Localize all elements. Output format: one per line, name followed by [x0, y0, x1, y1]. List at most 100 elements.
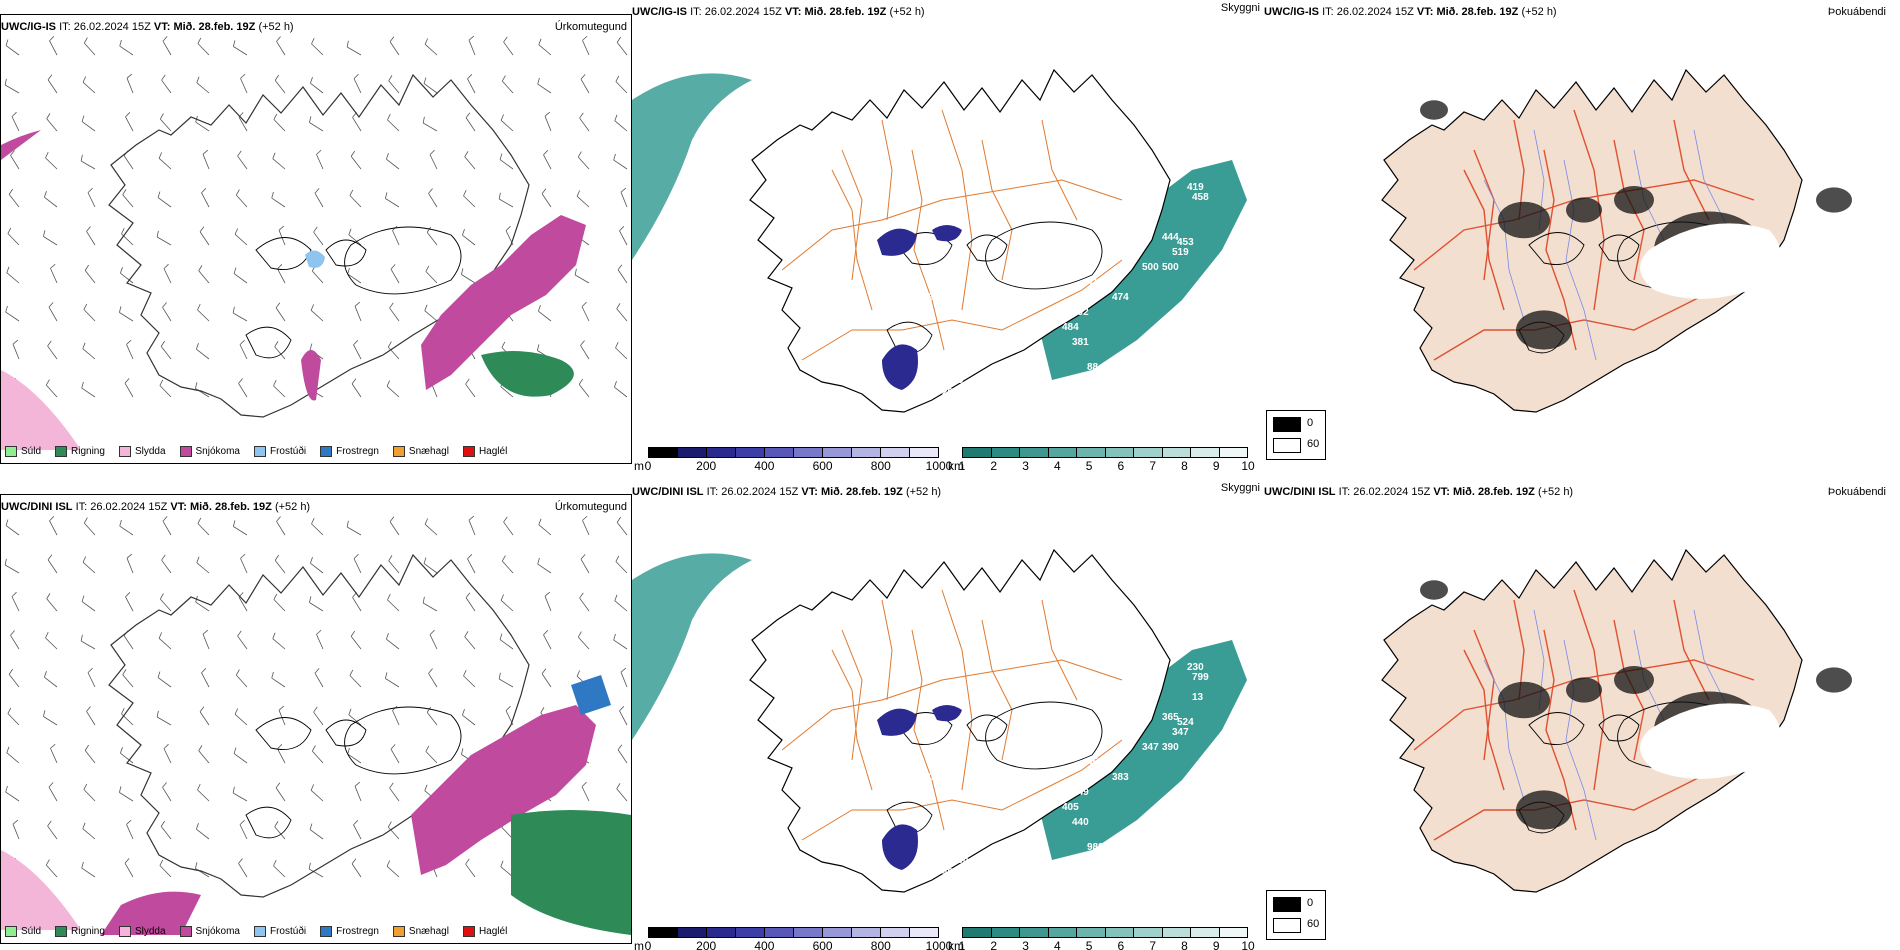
wind-barb [233, 40, 248, 56]
wind-barb [83, 303, 96, 322]
panel-title: UWC/IG-IS IT: 26.02.2024 15Z VT: Mið. 28… [1264, 6, 1557, 18]
wind-barb [346, 520, 362, 536]
wind-barb [350, 630, 362, 650]
wind-barb [390, 264, 400, 284]
fog-area [1566, 197, 1602, 223]
wind-barb [126, 819, 134, 840]
wind-barb [238, 378, 248, 398]
colorbar-tick: 5 [1085, 939, 1093, 950]
height-label: 400 [942, 867, 959, 878]
wind-barb [500, 594, 514, 612]
wind-barb [8, 188, 20, 208]
legend-label: Haglél [478, 926, 508, 937]
height-label: 449 [1072, 787, 1089, 798]
wind-barb [275, 782, 286, 802]
wind-barb [84, 744, 96, 764]
height-label: 453 [1177, 237, 1194, 248]
wind-barb [387, 341, 400, 360]
wind-barb [582, 35, 590, 56]
road-line [841, 149, 863, 281]
colorbar-step [963, 928, 992, 937]
road-line [1041, 599, 1078, 701]
wind-barb [160, 340, 172, 360]
panel-right-title: Skyggni [1220, 2, 1260, 14]
wind-barb [83, 37, 96, 56]
colorbar-step [1105, 928, 1134, 937]
height-label: 120 [862, 412, 879, 423]
river-line [1483, 179, 1525, 321]
wind-barb [503, 36, 514, 56]
wind-barb [422, 116, 438, 132]
wind-barb [271, 191, 286, 208]
wind-barb [198, 265, 210, 284]
colorbar-tick: 3 [1022, 459, 1029, 470]
colorbar-step [707, 448, 736, 457]
colorbar-visibility: km 1 2 3 4 5 6 7 8 9 10 [948, 428, 1255, 470]
legend-item-rigning: Rigning [55, 446, 105, 457]
colorbar-tick: 0 [644, 459, 652, 470]
fog-legend-label-0: 0 [1307, 897, 1314, 909]
wind-barb [120, 747, 134, 764]
wind-barb [7, 707, 20, 726]
wind-barb [385, 192, 400, 208]
height-label: 383 [1112, 772, 1129, 783]
legend-swatch [253, 926, 266, 937]
fog-area [1420, 580, 1448, 600]
wind-barb [158, 152, 172, 170]
wind-barb [82, 342, 96, 360]
wind-barb [239, 819, 248, 840]
wind-barb [277, 264, 286, 284]
height-label: 18 [952, 375, 964, 386]
fog-legend: 0 60 [1266, 410, 1326, 460]
colorbar-step [1020, 928, 1049, 937]
wind-barb [159, 593, 172, 612]
panel-right-title: Þokuábendi [1827, 6, 1886, 18]
wind-barb [126, 339, 134, 360]
legend-label: Frostregn [336, 926, 379, 937]
legend-item-rigning: Rigning [55, 926, 105, 937]
wind-barb [468, 515, 476, 536]
wind-barb [8, 668, 20, 688]
wind-barb [311, 745, 324, 764]
wind-barb [387, 821, 400, 840]
wind-barb [543, 630, 552, 650]
fog-area [1816, 187, 1852, 213]
wind-barb [389, 516, 400, 536]
wind-barb [162, 36, 172, 56]
wind-barb [349, 189, 362, 208]
panel-right-title: Þokuábendi [1827, 486, 1886, 498]
legend-item-haglél: Haglél [462, 446, 507, 457]
wind-barb [82, 556, 96, 574]
colorbar-scale [648, 927, 939, 938]
wind-barb [314, 668, 324, 688]
wind-barb [614, 114, 628, 132]
glacier-white [1640, 223, 1781, 299]
road-line [831, 169, 873, 311]
wind-barb [48, 782, 58, 802]
wind-barb [464, 151, 476, 170]
height-label: 101 [932, 722, 949, 733]
height-label: 10 [932, 362, 944, 373]
wind-barb [160, 820, 172, 840]
fog-legend-swatch-60 [1273, 918, 1301, 933]
wind-barb [425, 745, 438, 764]
wind-barb [274, 74, 286, 94]
panel-title: UWC/IG-IS IT: 26.02.2024 15Z VT: Mið. 28… [1, 21, 294, 33]
wind-barb [234, 228, 248, 246]
wind-barb [309, 116, 324, 132]
colorbar-tick: 0 [644, 939, 652, 950]
precip-type-map [1, 35, 628, 450]
colorbar-step [881, 448, 910, 457]
fog-legend-swatch-0 [1273, 897, 1301, 912]
snow-area [101, 891, 201, 935]
legend-swatch [320, 926, 333, 937]
height-label: 392 [1072, 307, 1089, 318]
wind-barb [158, 632, 172, 650]
colorbar-step [1048, 448, 1077, 457]
road-line [841, 629, 863, 761]
height-label: 98 [887, 267, 899, 278]
panel-right-title: Úrkomutegund [554, 21, 627, 33]
fog-legend-label-0: 0 [1307, 417, 1314, 429]
colorbar-tick: 6 [1117, 939, 1125, 950]
wind-barb [352, 112, 362, 132]
